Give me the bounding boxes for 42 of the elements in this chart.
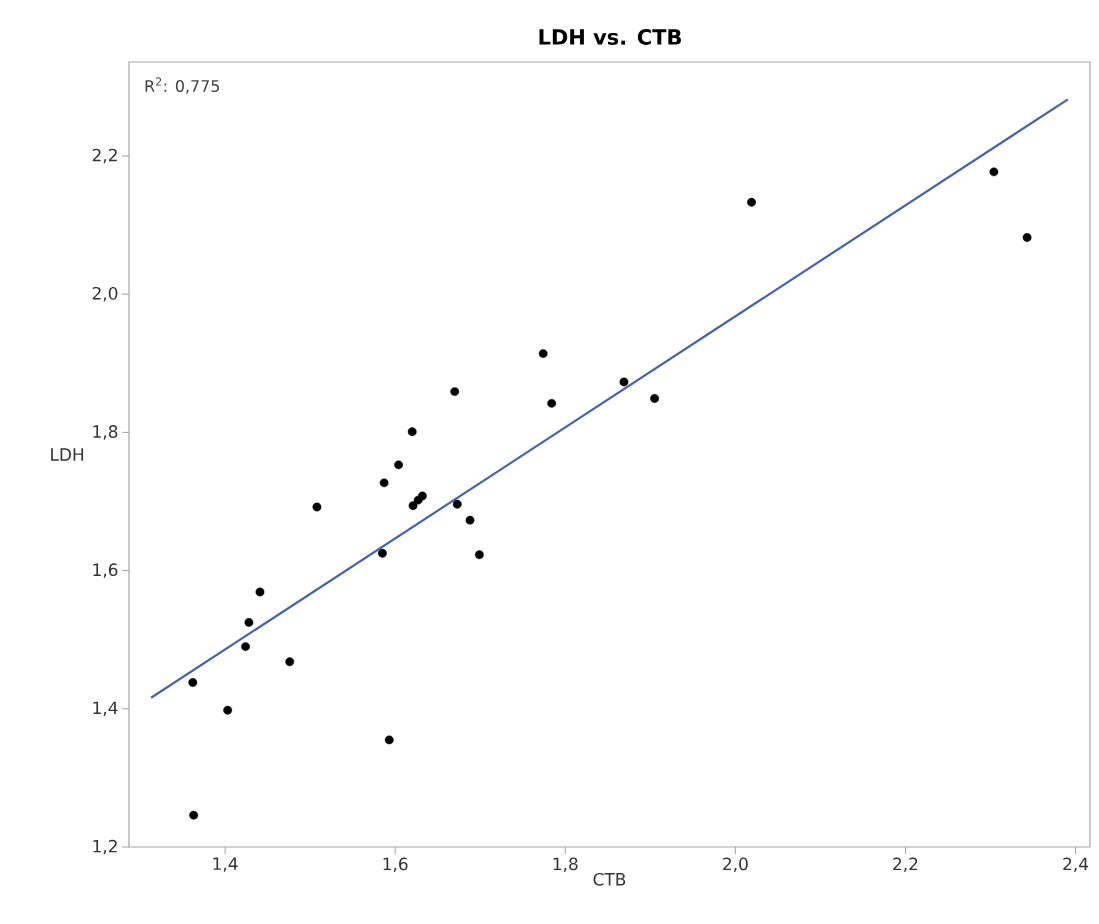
- point: [452, 499, 462, 509]
- y-tick-label: 1,6: [93, 563, 118, 578]
- point: [538, 349, 548, 358]
- y-tick-label: 2,2: [92, 148, 117, 164]
- y-tick-label: 1,2: [93, 839, 117, 855]
- point: [378, 548, 387, 558]
- point: [989, 167, 999, 177]
- y-tick-label: 1,8: [93, 425, 118, 440]
- point: [450, 387, 460, 397]
- point: [312, 502, 322, 512]
- point: [188, 678, 198, 687]
- point: [408, 501, 418, 511]
- point: [394, 460, 403, 470]
- point: [418, 491, 427, 501]
- point: [384, 735, 394, 745]
- point: [255, 587, 265, 597]
- y-tick-label: 2,0: [92, 286, 118, 302]
- y-tick-label: 1,4: [93, 701, 118, 716]
- x-tick-label: 2,2: [893, 857, 918, 873]
- point: [650, 394, 659, 403]
- point: [285, 657, 295, 667]
- x-tick-label: 2,4: [1063, 857, 1089, 873]
- x-tick-label: 1,4: [213, 857, 238, 872]
- point: [223, 705, 233, 715]
- point: [474, 550, 484, 560]
- point: [241, 642, 250, 651]
- point: [407, 427, 417, 437]
- x-tick-label: 1,8: [553, 857, 578, 873]
- chart-title: LDH vs. CTB: [539, 29, 681, 45]
- point: [465, 515, 475, 525]
- point: [379, 478, 389, 488]
- x-tick-label: 2,0: [723, 857, 748, 873]
- y-axis-title: LDH: [51, 448, 84, 461]
- annotation: R$^{2}$: 0,775: [145, 77, 220, 94]
- x-axis-title: CTB: [593, 872, 626, 886]
- point: [747, 197, 756, 207]
- x-tick-label: 1,6: [383, 857, 408, 873]
- point: [1022, 233, 1032, 242]
- point: [244, 618, 254, 627]
- point: [619, 377, 629, 387]
- point: [189, 810, 199, 820]
- point: [547, 398, 557, 408]
